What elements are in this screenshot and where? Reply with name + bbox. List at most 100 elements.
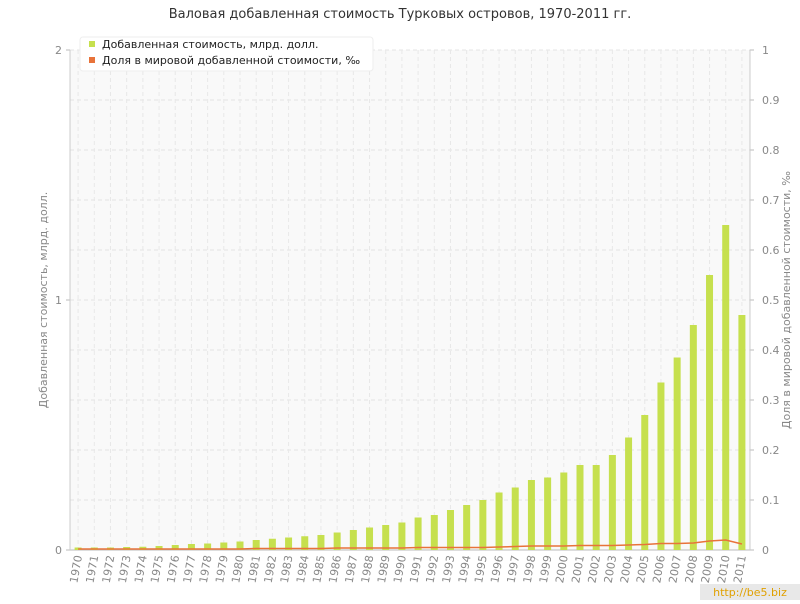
x-tick-label: 1990	[391, 554, 409, 584]
x-tick-label: 2001	[569, 554, 587, 584]
x-tick-label: 1993	[440, 554, 458, 584]
bar	[349, 530, 357, 550]
bar	[608, 455, 616, 550]
y2-tick-label: 0.4	[762, 344, 780, 357]
x-tick-label: 1984	[294, 554, 312, 584]
bar	[722, 225, 730, 550]
y2-tick-label: 1	[762, 44, 769, 57]
bar	[204, 543, 212, 550]
bar	[479, 500, 487, 550]
bar	[430, 515, 438, 550]
x-tick-label: 2005	[634, 554, 652, 584]
bar	[252, 540, 260, 550]
x-tick-label: 2000	[553, 554, 571, 584]
bar	[544, 477, 552, 550]
x-tick-label: 1999	[537, 554, 555, 584]
bar	[657, 382, 665, 550]
x-tick-label: 1983	[278, 554, 296, 584]
x-tick-label: 2002	[585, 554, 603, 584]
x-tick-label: 2007	[666, 554, 684, 584]
x-tick-label: 1970	[67, 554, 85, 584]
y2-tick-label: 0.3	[762, 394, 780, 407]
x-tick-label: 2011	[731, 554, 749, 584]
bar	[285, 537, 293, 550]
x-tick-label: 1979	[213, 554, 231, 584]
x-tick-label: 2010	[715, 554, 733, 584]
x-tick-label: 1997	[505, 554, 523, 584]
bar	[511, 487, 519, 550]
x-tick-label: 1982	[262, 554, 280, 584]
x-tick-label: 1989	[375, 554, 393, 584]
bar	[236, 541, 244, 550]
bar	[155, 546, 163, 550]
bar	[495, 492, 503, 550]
x-tick-label: 1981	[245, 554, 263, 584]
legend-swatch	[89, 41, 95, 47]
chart-title: Валовая добавленная стоимость Турковых о…	[169, 7, 632, 22]
x-tick-label: 1986	[326, 554, 344, 584]
y-tick-label: 2	[55, 44, 62, 57]
legend-label: Добавленная стоимость, млрд. долл.	[102, 38, 318, 51]
bar	[301, 536, 309, 550]
y-axis-label: Добавленная стоимость, млрд. долл.	[37, 192, 50, 408]
x-tick-label: 2006	[650, 554, 668, 584]
bar	[382, 525, 390, 550]
x-tick-label: 1976	[165, 554, 183, 584]
bar	[333, 532, 341, 550]
x-tick-label: 1978	[197, 554, 215, 584]
legend-swatch	[89, 57, 95, 63]
y2-tick-label: 0.5	[762, 294, 780, 307]
y2-tick-label: 0.9	[762, 94, 780, 107]
y-tick-label: 0	[55, 544, 62, 557]
y2-axis-label: Доля в мировой добавленной стоимости, ‰	[780, 171, 793, 429]
bar	[689, 325, 697, 550]
bar	[576, 465, 584, 550]
line	[78, 539, 743, 550]
x-tick-label: 1972	[100, 554, 118, 584]
x-tick-label: 1998	[521, 554, 539, 584]
legend-label: Доля в мировой добавленной стоимости, ‰	[102, 54, 360, 67]
x-tick-label: 1974	[132, 554, 150, 584]
bar	[414, 517, 422, 550]
bar	[187, 544, 195, 550]
bar	[738, 315, 746, 550]
x-tick-label: 1971	[84, 554, 102, 584]
x-tick-label: 2003	[602, 554, 620, 584]
bar	[706, 275, 714, 550]
bar	[625, 437, 633, 550]
x-tick-label: 1980	[229, 554, 247, 584]
bar	[641, 415, 649, 550]
x-tick-label: 1973	[116, 554, 134, 584]
bar	[366, 527, 374, 550]
bar	[446, 510, 454, 550]
x-tick-label: 1975	[148, 554, 166, 584]
bar	[220, 542, 228, 550]
x-tick-label: 2008	[683, 554, 701, 584]
y2-tick-label: 0.2	[762, 444, 780, 457]
bar	[463, 505, 471, 550]
x-tick-label: 1987	[343, 554, 361, 584]
x-tick-label: 1988	[359, 554, 377, 584]
x-tick-label: 1996	[488, 554, 506, 584]
bar	[398, 522, 406, 550]
x-tick-label: 1995	[472, 554, 490, 584]
x-tick-label: 1994	[456, 554, 474, 584]
y2-tick-label: 0.7	[762, 194, 780, 207]
bar	[673, 357, 681, 550]
x-tick-label: 2009	[699, 554, 717, 584]
watermark-bg	[700, 584, 800, 600]
x-tick-label: 1985	[310, 554, 328, 584]
bar	[317, 535, 325, 550]
y2-tick-label: 0.1	[762, 494, 780, 507]
bar	[171, 545, 179, 550]
y2-tick-label: 0.6	[762, 244, 780, 257]
x-tick-label: 1977	[181, 554, 199, 584]
bar	[560, 472, 568, 550]
y2-tick-label: 0	[762, 544, 769, 557]
x-tick-label: 2004	[618, 554, 636, 584]
bar	[268, 538, 276, 550]
bar	[527, 480, 535, 550]
bar	[592, 465, 600, 550]
y-tick-label: 1	[55, 294, 62, 307]
